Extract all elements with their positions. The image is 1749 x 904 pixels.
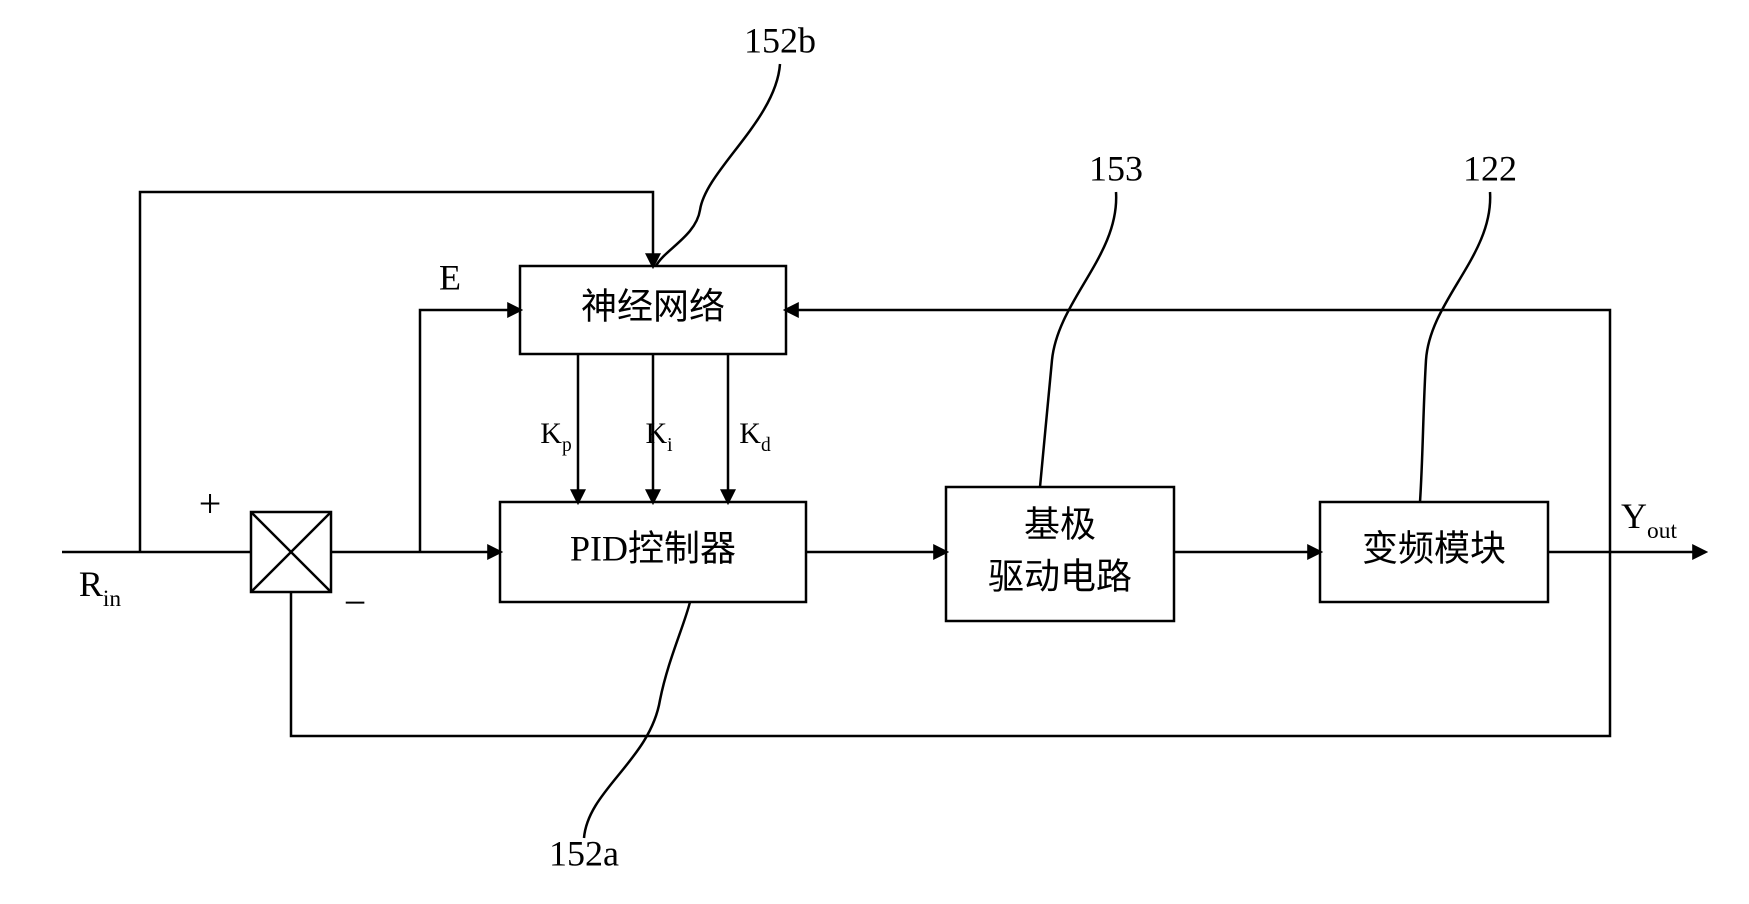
label-error: E [439, 257, 461, 297]
label-kp: Kp [540, 417, 571, 456]
diagram-layer: + − 神经网络 PID控制器 基极驱动电路 变频模块 Kp Ki Kd E Rin Yout 122 1… [62, 20, 1705, 873]
leader-153 [1040, 192, 1116, 487]
ref-152a: 152a [549, 833, 619, 873]
svg-text:神经网络: 神经网络 [581, 286, 725, 326]
ref-153: 153 [1089, 148, 1143, 188]
svg-text:PID控制器: PID控制器 [570, 528, 736, 568]
label-yout: Yout [1621, 496, 1677, 544]
label-rin: Rin [79, 564, 122, 612]
svg-text:驱动电路: 驱动电路 [988, 556, 1132, 596]
control-block-diagram: + − 神经网络 PID控制器 基极驱动电路 变频模块 Kp Ki Kd E Rin Yout 122 1… [0, 0, 1749, 904]
leader-152b [656, 64, 780, 266]
svg-text:−: − [344, 580, 367, 625]
svg-text:+: + [199, 481, 222, 526]
label-ki: Ki [645, 417, 673, 456]
ref-152b: 152b [744, 20, 816, 60]
label-kd: Kd [739, 417, 771, 456]
leader-152a [584, 602, 690, 838]
ref-122: 122 [1463, 148, 1517, 188]
leader-122 [1420, 192, 1490, 502]
svg-text:基极: 基极 [1024, 504, 1096, 544]
svg-text:变频模块: 变频模块 [1362, 528, 1506, 568]
